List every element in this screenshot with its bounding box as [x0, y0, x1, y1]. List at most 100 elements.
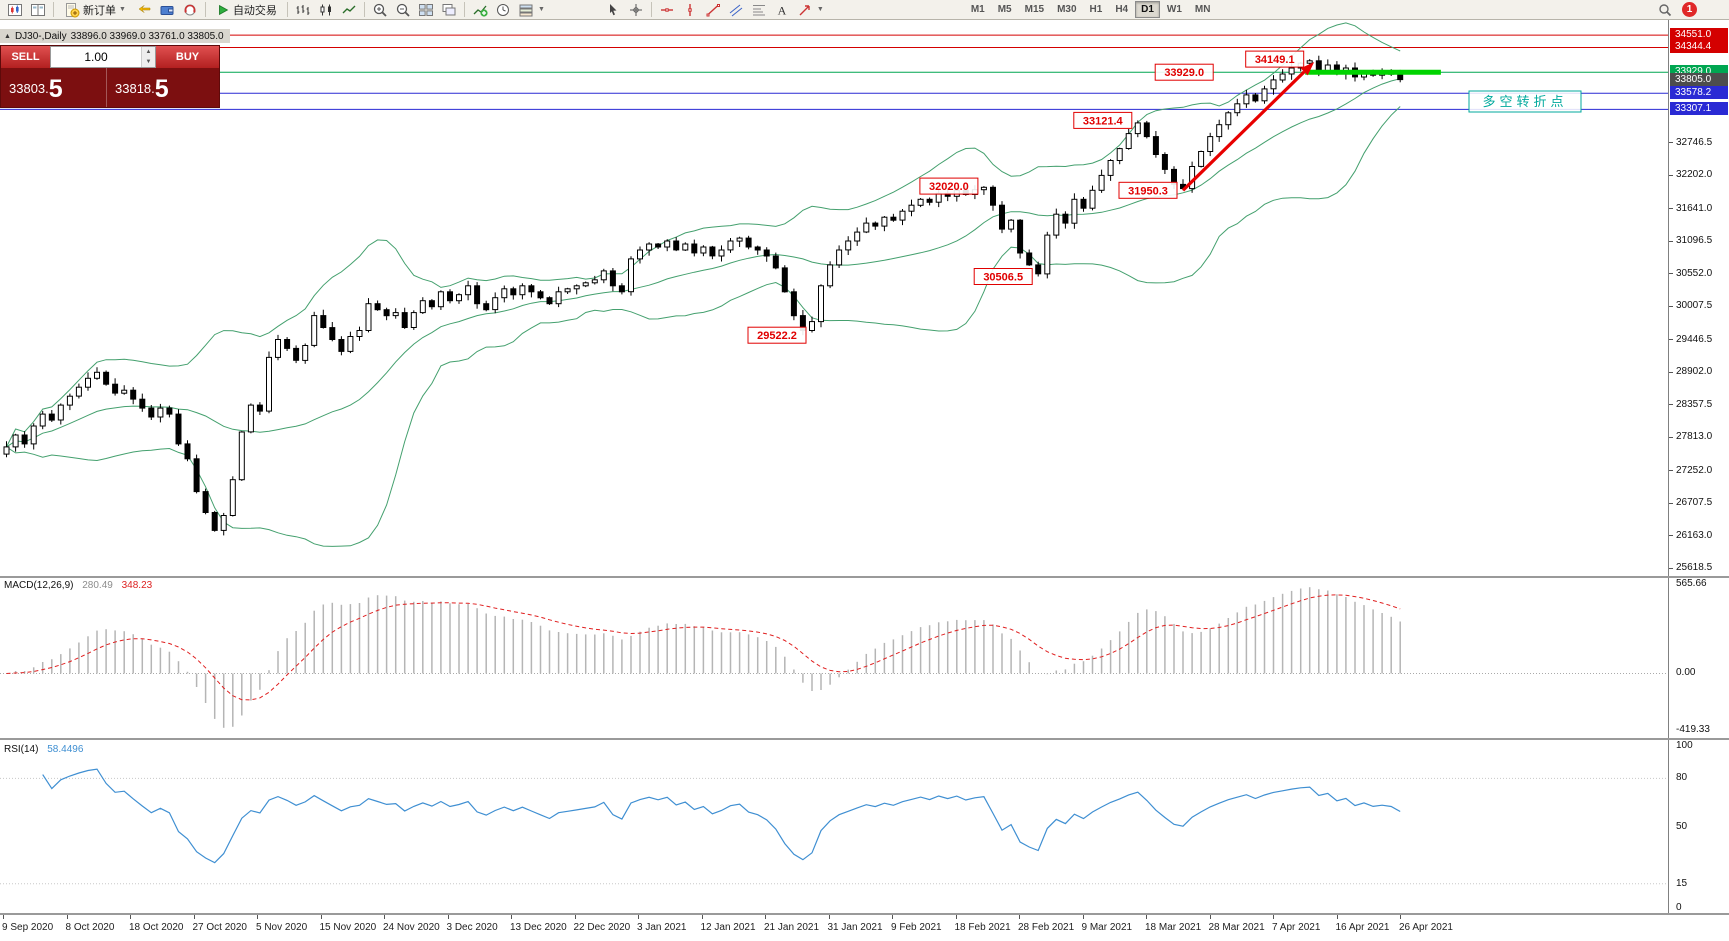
zoom-out-icon[interactable] [392, 1, 414, 19]
date-tick [66, 915, 68, 919]
price-callout[interactable]: 31950.3 [1118, 181, 1178, 199]
panel-separator-rsi[interactable] [0, 738, 1729, 740]
chevron-down-icon[interactable]: ▼ [537, 6, 545, 13]
price-tick-label: 27252.0 [1676, 464, 1713, 476]
toolbar-separator [53, 2, 54, 17]
timeframe-button-D1[interactable]: D1 [1135, 1, 1160, 18]
price-tag: 33805.0 [1670, 72, 1728, 86]
volume-value[interactable]: 1.00 [84, 50, 108, 64]
price-callout[interactable]: 33929.0 [1154, 63, 1214, 81]
panel-separator-macd[interactable] [0, 576, 1729, 578]
crosshair-tool-icon[interactable] [625, 1, 647, 19]
line-chart-icon[interactable] [338, 1, 360, 19]
candlestick-chart-icon[interactable] [315, 1, 337, 19]
cursor-tool-icon[interactable] [602, 1, 624, 19]
date-tick [1273, 915, 1274, 919]
arrow-object-tool-icon[interactable] [794, 1, 816, 19]
timeframe-button-M1[interactable]: M1 [965, 1, 991, 18]
buy-price-main: 33818. [115, 81, 155, 96]
timeframe-button-H4[interactable]: H4 [1109, 1, 1134, 18]
svg-text:31950.3: 31950.3 [1128, 185, 1168, 197]
toolbar-separator [286, 2, 288, 17]
price-tag: 33307.1 [1670, 102, 1728, 116]
price-callout[interactable]: 30506.5 [973, 268, 1033, 285]
volume-down-icon[interactable]: ▼ [142, 57, 155, 67]
timeframe-button-M15[interactable]: M15 [1019, 1, 1050, 18]
price-tick [1669, 208, 1673, 210]
text-tool-icon[interactable]: A [771, 1, 793, 19]
notification-badge[interactable]: 1 [1682, 2, 1697, 17]
profiles-icon[interactable] [27, 1, 49, 19]
period-clock-icon[interactable] [492, 1, 514, 19]
price-tick-label: 30552.0 [1676, 267, 1713, 279]
date-tick [193, 915, 195, 919]
timeframe-button-M30[interactable]: M30 [1051, 1, 1082, 18]
toolbar-separator [363, 2, 365, 17]
new-order-button[interactable]: 新订单 ▼ [58, 1, 132, 19]
rsi-value: 58.4496 [47, 744, 84, 755]
price-tick-label: 26163.0 [1676, 529, 1713, 541]
timeframe-button-H1[interactable]: H1 [1084, 1, 1109, 18]
price-tick-label: 30007.5 [1676, 300, 1713, 312]
volume-up-icon[interactable]: ▲ [142, 47, 155, 57]
date-tick [1082, 915, 1084, 919]
timeframe-button-W1[interactable]: W1 [1161, 1, 1188, 18]
date-label: 3 Dec 2020 [446, 922, 498, 933]
price-callout[interactable]: 32020.0 [919, 177, 979, 195]
price-callout[interactable]: 29522.2 [747, 326, 807, 344]
channel-tool-icon[interactable] [725, 1, 747, 19]
chart-canvas[interactable]: 29522.2 32020.0 30506.5 33121.4 31950.3 33929… [0, 0, 1668, 941]
horizontal-line-tool-icon[interactable] [656, 1, 678, 19]
price-tick [1669, 502, 1673, 504]
price-callout[interactable]: 33121.4 [1073, 111, 1133, 129]
support-icon[interactable] [179, 1, 201, 19]
price-tick-label: 28357.5 [1676, 398, 1713, 410]
timeframe-button-M5[interactable]: M5 [992, 1, 1018, 18]
bar-chart-icon[interactable] [292, 1, 314, 19]
zoom-in-icon[interactable] [369, 1, 391, 19]
refresh-arrows-icon[interactable] [133, 1, 155, 19]
date-label: 13 Dec 2020 [510, 922, 567, 933]
chart-window-icon[interactable] [4, 1, 26, 19]
templates-icon[interactable] [515, 1, 537, 19]
timeframe-button-MN[interactable]: MN [1189, 1, 1217, 18]
chevron-down-icon[interactable]: ▼ [816, 6, 824, 13]
tile-windows-icon[interactable] [415, 1, 437, 19]
buy-button[interactable]: BUY [156, 46, 219, 68]
add-indicator-icon[interactable] [469, 1, 491, 19]
trendline-tool-icon[interactable] [702, 1, 724, 19]
svg-text:30506.5: 30506.5 [983, 272, 1023, 284]
macd-name: MACD(12,26,9) [4, 580, 74, 591]
date-tick [1209, 915, 1211, 919]
autotrade-button[interactable]: 自动交易 [210, 1, 283, 19]
price-axis[interactable]: 32746.5 32202.0 31641.0 31096.5 30552.0 30007… [1668, 0, 1729, 941]
turning-point-note[interactable]: 多空转折点 [1468, 90, 1582, 113]
buy-price[interactable]: 33818. 5 [107, 68, 173, 107]
toolbar-right-group: 1 [1654, 1, 1697, 19]
fibonacci-tool-icon[interactable] [748, 1, 770, 19]
price-tag: 34344.4 [1670, 40, 1728, 54]
date-label: 5 Nov 2020 [256, 922, 308, 933]
price-callout[interactable]: 34149.1 [1245, 50, 1305, 68]
vertical-line-tool-icon[interactable] [679, 1, 701, 19]
sell-button[interactable]: SELL [1, 46, 50, 68]
collapse-one-click-icon[interactable]: ▲ [4, 32, 11, 40]
price-tick [1669, 142, 1673, 144]
volume-spinner: ▲ ▼ [141, 47, 155, 67]
cascade-windows-icon[interactable] [438, 1, 460, 19]
sell-price-big-digit: 5 [48, 75, 63, 103]
date-label: 12 Jan 2021 [700, 922, 756, 933]
date-label: 28 Feb 2021 [1018, 922, 1075, 933]
volume-input[interactable]: 1.00 ▲ ▼ [50, 46, 156, 68]
sell-price[interactable]: 33803. 5 [1, 68, 107, 107]
deposit-icon[interactable] [156, 1, 178, 19]
search-icon[interactable] [1654, 1, 1676, 19]
date-label: 21 Jan 2021 [764, 922, 820, 933]
panel-separator-time[interactable] [0, 913, 1729, 915]
price-tick [1669, 273, 1673, 275]
price-tick [1669, 305, 1673, 307]
date-tick [257, 915, 258, 919]
trend-arrow[interactable] [1181, 62, 1315, 192]
date-label: 16 Apr 2021 [1335, 922, 1390, 933]
time-axis[interactable]: 9 Sep 2020 8 Oct 2020 18 Oct 2020 27 Oct 20… [0, 915, 1729, 941]
